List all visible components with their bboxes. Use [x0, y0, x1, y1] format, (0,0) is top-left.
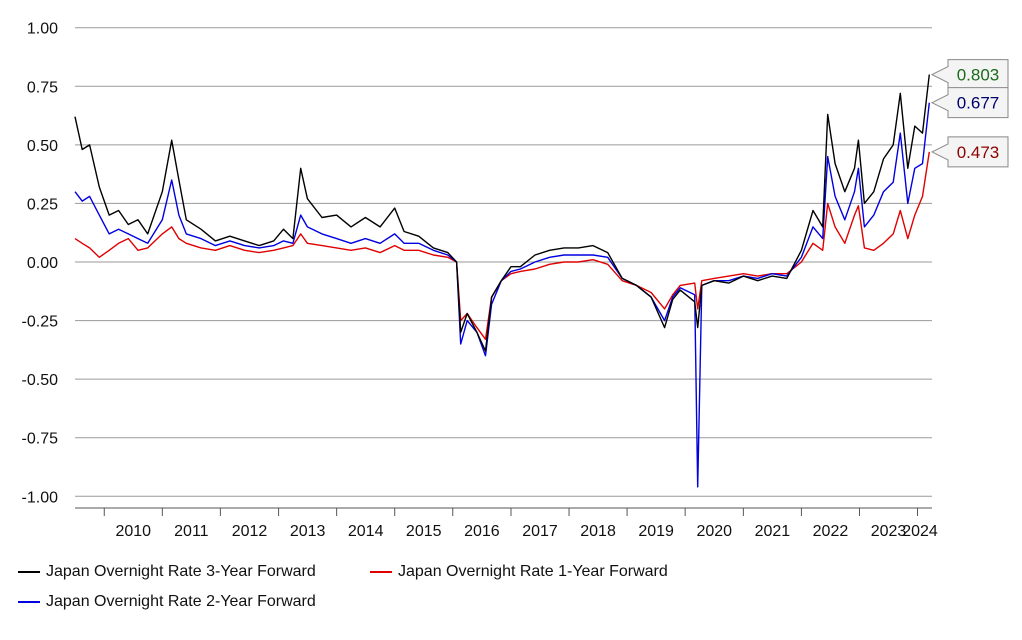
callout-value: 0.677 — [957, 94, 1000, 113]
x-tick-label: 2017 — [522, 523, 558, 540]
callout-value: 0.473 — [957, 143, 1000, 162]
last-value-callout-2: 0.677 — [930, 87, 1009, 119]
x-tick-label: 2010 — [115, 523, 151, 540]
series-line-2 — [74, 102, 930, 488]
x-tick-label: 2023 — [871, 523, 907, 540]
x-tick-label: 2011 — [174, 523, 209, 540]
x-tick-label: 2022 — [813, 523, 849, 540]
x-tick-label: 2021 — [755, 523, 791, 540]
y-tick-label: -0.75 — [22, 431, 59, 448]
legend-label-1y: Japan Overnight Rate 1-Year Forward — [398, 563, 668, 580]
legend-item-3y: Japan Overnight Rate 3-Year Forward — [18, 563, 316, 581]
callout-box — [930, 59, 1009, 91]
legend-swatch-3y — [18, 571, 40, 573]
y-tick-label: 0.50 — [27, 138, 58, 155]
legend-swatch-1y — [370, 571, 392, 573]
y-tick-label: -1.00 — [22, 489, 59, 506]
y-tick-label: -0.25 — [22, 314, 59, 331]
legend-item-2y: Japan Overnight Rate 2-Year Forward — [18, 593, 316, 611]
last-value-callout-0: 0.803 — [930, 59, 1009, 91]
legend-label-3y: Japan Overnight Rate 3-Year Forward — [46, 563, 316, 580]
x-tick-label: 2012 — [232, 523, 268, 540]
x-tick-label: 2024 — [902, 523, 938, 540]
x-tick-label: 2016 — [464, 523, 500, 540]
series-line-1 — [74, 151, 930, 340]
x-tick-label: 2014 — [348, 523, 384, 540]
callout-box — [930, 136, 1009, 168]
y-tick-label: 0.25 — [27, 196, 58, 213]
legend-label-2y: Japan Overnight Rate 2-Year Forward — [46, 593, 316, 610]
x-tick-label: 2019 — [638, 523, 674, 540]
callout-box — [930, 87, 1009, 119]
x-tick-label: 2020 — [696, 523, 732, 540]
callout-value: 0.803 — [957, 66, 1000, 85]
last-value-callout-1: 0.473 — [930, 136, 1009, 168]
y-tick-label: 0.75 — [27, 79, 58, 96]
y-tick-label: 1.00 — [27, 21, 58, 38]
legend-item-1y: Japan Overnight Rate 1-Year Forward — [370, 563, 668, 581]
axes: 1.00 0.75 0.50 0.25 0.00 -0.25 -0.50 -0.75 -1.00… — [22, 21, 938, 540]
series-line-0 — [74, 74, 930, 352]
last-value-callouts: 0.803 0.473 0.677 — [930, 59, 1009, 168]
x-tick-label: 2018 — [580, 523, 616, 540]
series-layer — [74, 74, 930, 488]
y-tick-label: -0.50 — [22, 372, 59, 389]
legend-swatch-2y — [18, 601, 40, 603]
x-tick-label: 2013 — [290, 523, 326, 540]
x-tick-label: 2015 — [406, 523, 442, 540]
y-tick-label: 0.00 — [27, 255, 58, 272]
gridlines — [75, 27, 932, 497]
